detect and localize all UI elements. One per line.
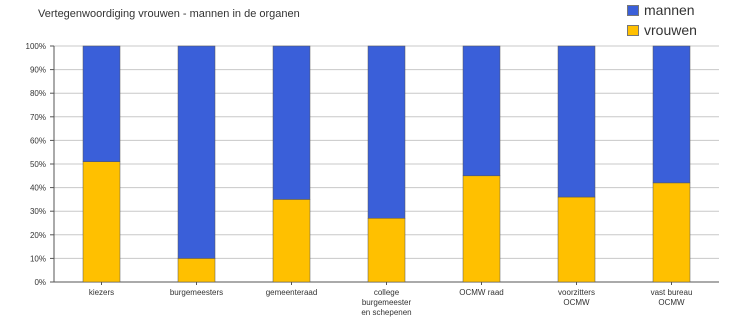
x-tick-label: burgemeesters — [170, 288, 223, 297]
x-tick-label: kiezers — [89, 288, 114, 297]
x-tick-label-line: kiezers — [89, 288, 114, 297]
y-tick-label: 90% — [30, 66, 46, 75]
chart-title: Vertegenwoordiging vrouwen - mannen in d… — [38, 8, 300, 20]
y-tick-label: 50% — [30, 160, 46, 169]
x-tick-label: vast bureau OCMW — [651, 288, 693, 307]
bar-vrouwen — [462, 175, 501, 283]
x-tick-label: college burgemeester en schepenen — [361, 288, 411, 317]
x-tick-label: voorzitters OCMW — [558, 288, 595, 307]
bar-mannen — [272, 45, 311, 200]
legend-swatch-mannen — [627, 4, 639, 16]
x-tick-label-line: OCMW raad — [459, 288, 503, 297]
legend-item-vrouwen: vrouwen — [627, 20, 697, 40]
y-tick-label: 20% — [30, 231, 46, 240]
y-tick-label: 100% — [26, 42, 46, 51]
y-tick-label: 10% — [30, 254, 46, 263]
legend: mannen vrouwen — [627, 0, 697, 40]
y-tick-label: 40% — [30, 184, 46, 193]
x-tick-label-line: voorzitters — [558, 288, 595, 297]
legend-label-vrouwen: vrouwen — [644, 22, 697, 38]
legend-swatch-vrouwen — [627, 24, 639, 36]
bar-mannen — [462, 45, 501, 177]
x-tick-label-line: en schepenen — [361, 308, 411, 317]
legend-label-mannen: mannen — [644, 2, 695, 18]
x-tick-label-line: burgemeester — [362, 298, 412, 307]
y-tick-label: 30% — [30, 207, 46, 216]
x-tick-label-line: vast bureau — [651, 288, 693, 297]
x-tick-label-line: college — [374, 288, 400, 297]
y-tick-label: 0% — [34, 278, 46, 287]
bar-mannen — [82, 45, 121, 162]
x-tick-label-line: OCMW — [658, 298, 685, 307]
x-tick-label: OCMW raad — [459, 288, 503, 297]
legend-item-mannen: mannen — [627, 0, 697, 20]
bar-mannen — [177, 45, 216, 259]
y-tick-label: 70% — [30, 113, 46, 122]
x-tick-label-line: OCMW — [563, 298, 590, 307]
y-tick-label: 80% — [30, 89, 46, 98]
x-tick-label-line: gemeenteraad — [266, 288, 318, 297]
bar-vrouwen — [82, 161, 121, 283]
bar-mannen — [367, 45, 406, 219]
bar-mannen — [652, 45, 691, 184]
y-tick-label: 60% — [30, 136, 46, 145]
x-tick-label-line: burgemeesters — [170, 288, 223, 297]
x-tick-label: gemeenteraad — [266, 288, 318, 297]
bar-vrouwen — [557, 196, 596, 283]
bar-vrouwen — [652, 182, 691, 283]
bar-vrouwen — [367, 218, 406, 283]
bar-mannen — [557, 45, 596, 198]
bar-vrouwen — [177, 258, 216, 283]
bar-vrouwen — [272, 199, 311, 283]
